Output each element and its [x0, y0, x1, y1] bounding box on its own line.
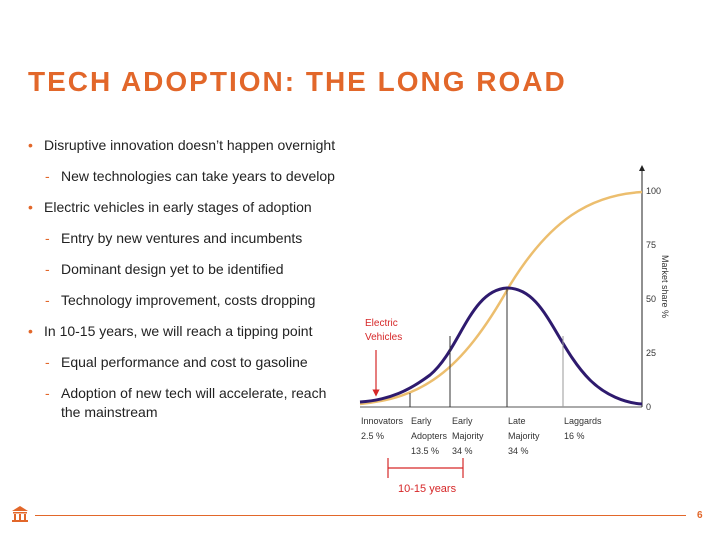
segment-early-adopters: Early Adopters 13.5 % [411, 416, 448, 456]
sub-bullet-2-3: Technology improvement, costs dropping [26, 291, 336, 310]
timeline-bracket [387, 458, 464, 478]
adoption-curve-chart: 100 75 50 25 0 Market share % Electric V… [350, 160, 685, 505]
university-logo-icon [10, 503, 30, 528]
slide-title: TECH ADOPTION: THE LONG ROAD [28, 66, 567, 97]
bullet-2: Electric vehicles in early stages of ado… [26, 198, 336, 217]
tick-25: 25 [646, 348, 656, 358]
segment-late-majority: Late Majority 34 % [508, 416, 540, 456]
page-number: 6 [697, 510, 703, 521]
segment-dividers [409, 288, 564, 407]
segment-laggards: Laggards 16 % [564, 416, 602, 441]
tick-100: 100 [646, 186, 661, 196]
tick-75: 75 [646, 240, 656, 250]
right-axis-ticks: 100 75 50 25 0 [646, 186, 661, 412]
sub-bullet-2-1: Entry by new ventures and incumbents [26, 229, 336, 248]
right-axis-label: Market share % [660, 255, 670, 318]
bell-curve [359, 286, 643, 406]
sub-bullet-2-2: Dominant design yet to be identified [26, 260, 336, 279]
bullet-3: In 10-15 years, we will reach a tipping … [26, 322, 336, 341]
bullet-1: Disruptive innovation doesn’t happen ove… [26, 136, 336, 155]
footer-divider [35, 515, 686, 516]
tick-50: 50 [646, 294, 656, 304]
bullet-list: Disruptive innovation doesn’t happen ove… [26, 136, 336, 434]
sub-bullet-3-2: Adoption of new tech will accelerate, re… [26, 384, 336, 422]
sub-bullet-1-1: New technologies can take years to devel… [26, 167, 336, 186]
ev-label: Electric Vehicles [365, 318, 402, 343]
sub-bullet-3-1: Equal performance and cost to gasoline [26, 353, 336, 372]
tick-0: 0 [646, 402, 651, 412]
range-label: 10-15 years [398, 483, 457, 495]
segment-innovators: Innovators 2.5 % [361, 416, 404, 441]
segment-early-majority: Early Majority 34 % [452, 416, 484, 456]
s-curve [359, 190, 643, 406]
